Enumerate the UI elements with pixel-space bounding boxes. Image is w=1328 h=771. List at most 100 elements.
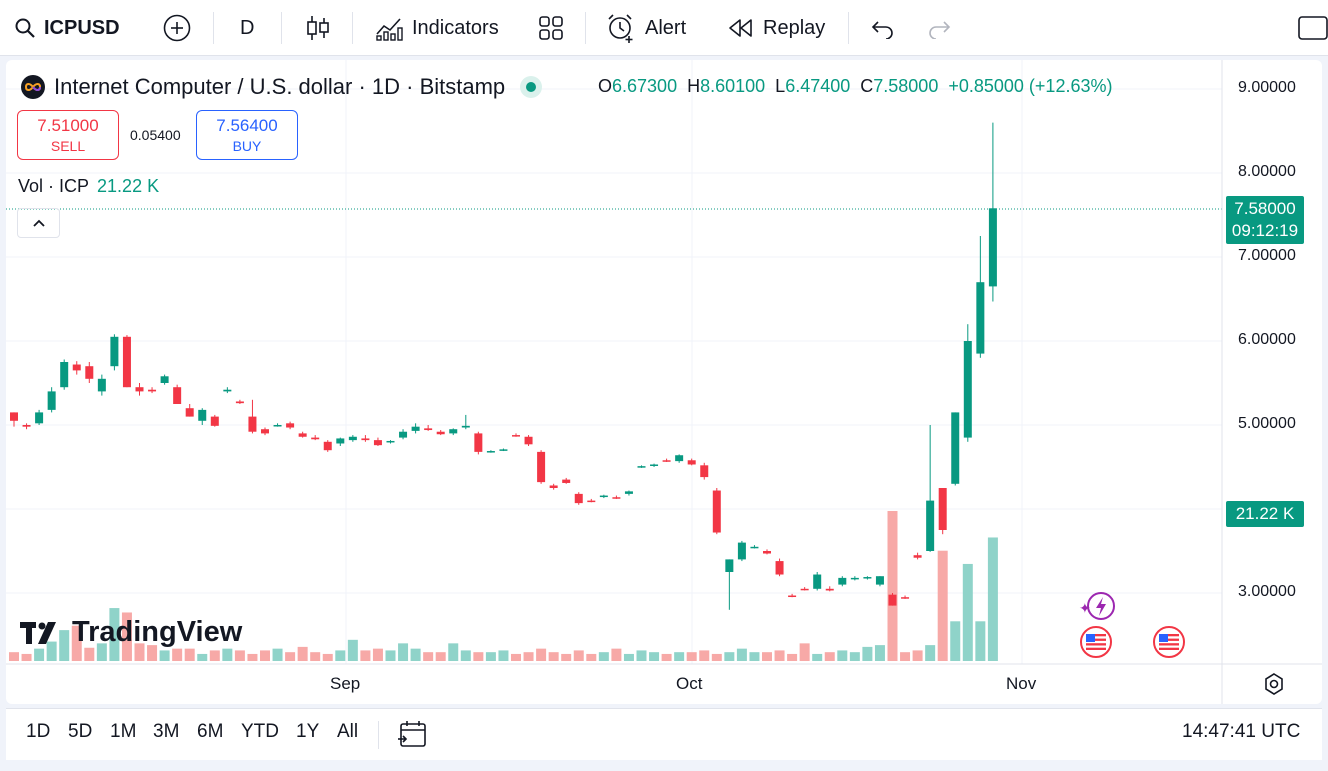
candle-body [687, 460, 696, 465]
chart-type-button[interactable] [305, 8, 331, 48]
volume-bar [874, 645, 885, 661]
candle-body [938, 488, 947, 530]
high-label: H [687, 76, 701, 96]
high-value: 8.60100 [700, 76, 766, 96]
volume-bar [661, 653, 672, 661]
candle-body [926, 500, 935, 551]
event-marker[interactable]: ✦ [1077, 588, 1117, 624]
go-to-date-button[interactable] [396, 719, 430, 751]
volume-legend[interactable]: Vol · ICP 21.22 K [18, 176, 159, 197]
low-value: 6.47400 [785, 76, 851, 96]
buy-button[interactable]: 7.56400 BUY [196, 110, 298, 160]
close-label: C [860, 76, 874, 96]
timeframe-5d[interactable]: 5D [68, 721, 93, 742]
volume-bar [159, 650, 170, 661]
tradingview-logo[interactable]: TradingView [20, 616, 242, 649]
candle-body [72, 364, 81, 371]
symbol-description: Internet Computer / U.S. dollar · 1D · B… [54, 74, 506, 99]
fullscreen-button[interactable] [1298, 8, 1328, 48]
timeframe-ytd[interactable]: YTD [241, 721, 279, 742]
volume-bar [636, 650, 647, 661]
candle-body [261, 429, 269, 434]
legend-title[interactable]: Internet Computer / U.S. dollar · 1D · B… [20, 74, 543, 100]
volume-bar [536, 648, 547, 661]
timeframe-3m[interactable]: 3M [153, 721, 180, 742]
alarm-clock-icon [605, 12, 637, 44]
collapse-legend-button[interactable] [17, 208, 60, 238]
buy-price: 7.56400 [216, 116, 278, 135]
candle-body [875, 576, 884, 585]
chart-pane[interactable]: Internet Computer / U.S. dollar · 1D · B… [6, 60, 1322, 704]
economic-event-marker[interactable] [1152, 625, 1186, 659]
countdown: 09:12:19 [1231, 221, 1299, 240]
volume-bar [925, 645, 936, 661]
sell-label: SELL [50, 138, 86, 154]
volume-bar [473, 652, 484, 661]
volume-bar [812, 653, 823, 661]
candle-body [10, 412, 18, 421]
toolbar-divider [378, 721, 379, 749]
sell-button[interactable]: 7.51000 SELL [17, 110, 119, 160]
symbol-search-button[interactable]: ICPUSD [14, 8, 120, 48]
buy-label: BUY [232, 138, 262, 154]
low-label: L [775, 76, 786, 96]
chart-settings-button[interactable] [1262, 672, 1286, 696]
replay-button[interactable]: Replay [727, 8, 825, 48]
candle-body [574, 493, 583, 504]
volume-bar [209, 650, 220, 661]
clock[interactable]: 14:47:41 UTC [1182, 721, 1301, 742]
indicators-button[interactable]: Indicators [374, 8, 499, 48]
volume-bar [774, 650, 785, 661]
time-axis-label: Nov [1006, 674, 1037, 693]
timeframe-6m[interactable]: 6M [197, 721, 224, 742]
volume-bar [887, 511, 898, 661]
candle-body [700, 465, 709, 478]
candle-body [838, 577, 847, 585]
brand-name: TradingView [72, 616, 243, 648]
top-toolbar: ICPUSD D Indicators Alert Re [0, 0, 1328, 56]
candle-body [198, 409, 207, 421]
economic-event-marker[interactable] [1079, 625, 1113, 659]
candle-body [775, 561, 784, 575]
volume-bar [147, 645, 158, 661]
price-axis-label: 6.00000 [1238, 331, 1296, 348]
volume-bar [385, 650, 396, 661]
candle-body [160, 376, 169, 383]
chart-canvas[interactable] [6, 60, 1322, 704]
compare-symbol-button[interactable] [162, 8, 192, 48]
grid-icon [537, 14, 565, 42]
volume-bar [84, 647, 95, 661]
candle-body [750, 546, 759, 549]
volume-bar [762, 652, 772, 661]
timeframe-1d[interactable]: 1D [26, 721, 51, 742]
volume-bar [272, 648, 283, 661]
timeframe-1m[interactable]: 1M [110, 721, 137, 742]
us-flag-icon [1079, 625, 1113, 659]
volume-bar [523, 652, 534, 661]
volume-bar [335, 650, 346, 661]
layouts-button[interactable] [537, 8, 565, 48]
ohlc-values: O6.67300 H8.60100 L6.47400 C7.58000 +0.8… [598, 76, 1112, 97]
volume-bar [9, 652, 19, 661]
timeframe-1y[interactable]: 1Y [296, 721, 320, 742]
alert-button[interactable]: Alert [605, 8, 686, 48]
volume-bar [736, 648, 747, 661]
candle-body [951, 412, 960, 484]
open-value: 6.67300 [612, 76, 678, 96]
redo-button[interactable] [926, 8, 952, 48]
volume-bar [360, 650, 371, 661]
candle-body [850, 577, 859, 580]
candle-body [424, 428, 433, 431]
interval-button[interactable]: D [240, 8, 254, 48]
candles [10, 122, 997, 610]
volume-bar [71, 625, 82, 661]
undo-button[interactable] [870, 8, 896, 48]
candle-body [173, 387, 182, 404]
timeframe-all[interactable]: All [337, 721, 359, 742]
price-axis-label: 5.00000 [1238, 415, 1296, 432]
toolbar-divider [281, 12, 282, 44]
volume-bar [849, 652, 860, 661]
candle-body [85, 366, 94, 379]
change-value: +0.85000 (+12.63%) [948, 76, 1113, 96]
candle-body [286, 423, 295, 428]
